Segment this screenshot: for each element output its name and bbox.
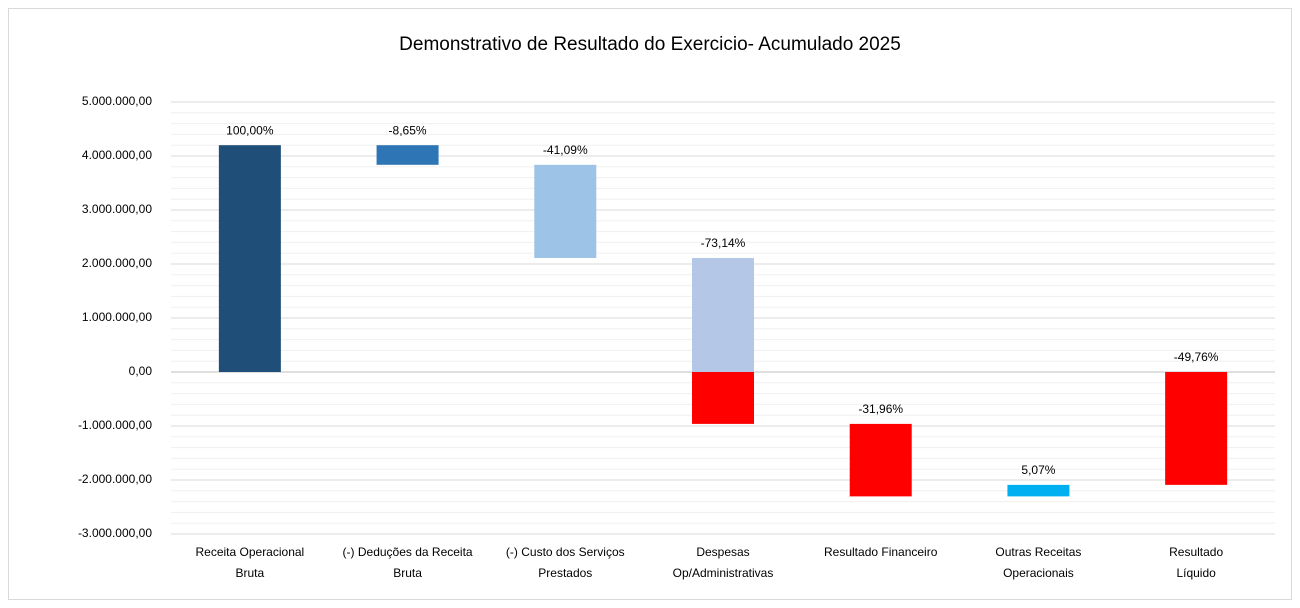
x-tick-label: Líquido: [1176, 566, 1216, 580]
y-tick-label: -3.000.000,00: [78, 526, 152, 540]
value-label: -31,96%: [858, 402, 903, 416]
chart-border: [8, 8, 1292, 600]
y-tick-label: -1.000.000,00: [78, 418, 152, 432]
value-label: -73,14%: [701, 236, 746, 250]
bar: [1007, 484, 1070, 497]
x-tick-label: Resultado: [1169, 545, 1223, 559]
x-tick-label: Prestados: [538, 566, 592, 580]
x-tick-label: Bruta: [393, 566, 422, 580]
bar: [218, 145, 281, 372]
bar: [376, 145, 439, 165]
bar: [849, 423, 912, 497]
bar: [692, 372, 754, 424]
y-tick-label: 5.000.000,00: [82, 94, 152, 108]
x-tick-label: Receita Operacional: [195, 545, 304, 559]
y-tick-label: -2.000.000,00: [78, 472, 152, 486]
value-label: -8,65%: [389, 123, 427, 137]
value-label: -41,09%: [543, 143, 588, 157]
bar: [534, 164, 597, 259]
x-tick-label: Resultado Financeiro: [824, 545, 938, 559]
x-tick-label: Operacionais: [1003, 566, 1074, 580]
x-tick-label: Outras Receitas: [995, 545, 1081, 559]
value-label: 100,00%: [226, 123, 274, 137]
y-tick-label: 4.000.000,00: [82, 148, 152, 162]
x-tick-label: (-) Custo dos Serviços: [506, 545, 625, 559]
bar: [1165, 372, 1228, 485]
x-tick-label: Bruta: [236, 566, 265, 580]
y-tick-label: 0,00: [129, 364, 153, 378]
x-tick-label: (-) Deduções da Receita: [343, 545, 473, 559]
x-tick-label: Op/Administrativas: [673, 566, 774, 580]
value-label: 5,07%: [1021, 463, 1055, 477]
y-tick-label: 3.000.000,00: [82, 202, 152, 216]
y-tick-label: 2.000.000,00: [82, 256, 152, 270]
x-tick-label: Despesas: [696, 545, 749, 559]
value-label: -49,76%: [1174, 350, 1219, 364]
bar: [692, 258, 754, 372]
y-tick-label: 1.000.000,00: [82, 310, 152, 324]
chart-title: Demonstrativo de Resultado do Exercicio-…: [399, 34, 901, 55]
